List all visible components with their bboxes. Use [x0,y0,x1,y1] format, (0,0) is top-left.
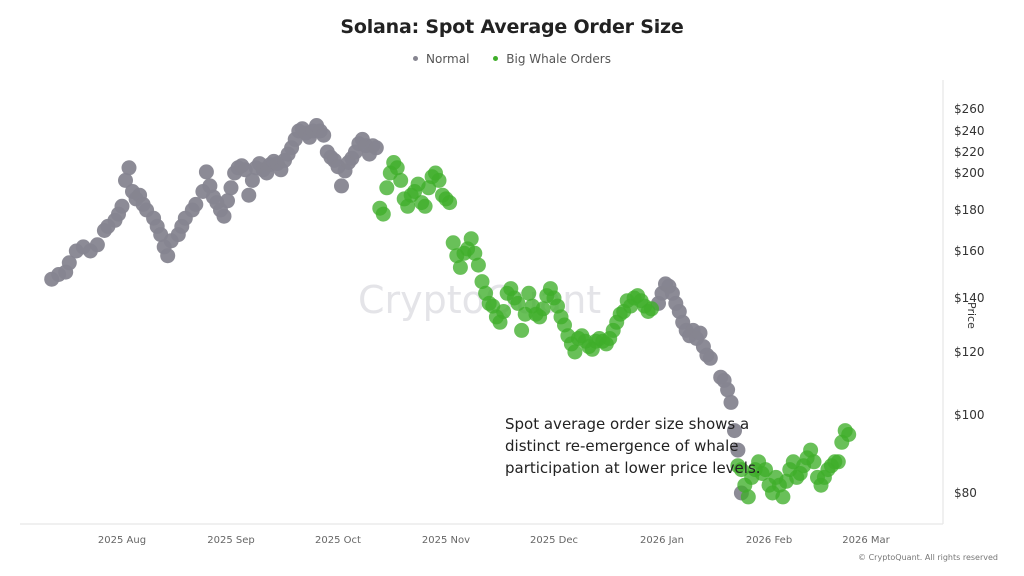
scatter-points [44,118,857,505]
y-tick-label: $240 [954,124,985,138]
point-big-whale[interactable] [474,274,490,290]
point-normal[interactable] [730,442,746,458]
point-big-whale[interactable] [445,235,461,251]
point-big-whale[interactable] [470,257,486,273]
point-big-whale[interactable] [514,322,530,338]
y-tick-label: $200 [954,166,985,180]
y-tick-label: $100 [954,408,985,422]
point-big-whale[interactable] [375,206,391,222]
x-tick-label: 2026 Feb [745,535,793,546]
point-big-whale[interactable] [521,285,537,301]
point-normal[interactable] [188,196,204,212]
point-normal[interactable] [723,394,739,410]
point-big-whale[interactable] [510,295,526,311]
point-normal[interactable] [89,237,105,253]
point-big-whale[interactable] [806,454,822,470]
y-tick-label: $220 [954,145,985,159]
point-big-whale[interactable] [452,259,468,275]
point-big-whale[interactable] [830,454,846,470]
point-big-whale[interactable] [496,304,512,319]
legend-item-normal[interactable]: Normal [413,52,469,66]
legend: Normal Big Whale Orders [0,50,1024,66]
y-tick-label: $160 [954,244,985,258]
point-big-whale[interactable] [379,180,395,196]
point-big-whale[interactable] [644,301,659,317]
point-normal[interactable] [160,248,176,264]
point-big-whale[interactable] [733,462,749,478]
point-big-whale[interactable] [775,489,791,505]
y-tick-label: $140 [954,291,985,305]
legend-label-normal: Normal [426,51,470,66]
point-normal[interactable] [241,187,257,203]
point-normal[interactable] [244,172,260,188]
legend-dot-normal-icon [413,56,419,61]
y-tick-label: $120 [954,345,985,359]
point-normal[interactable] [220,193,235,209]
annotation-text: Spot average order size shows a distinct… [505,415,761,477]
y-tick-label: $80 [954,486,977,500]
point-normal[interactable] [727,423,742,439]
point-big-whale[interactable] [467,245,483,261]
x-tick-label: 2025 Aug [97,535,147,546]
y-axis-label: Price [965,302,978,329]
x-tick-label: 2025 Dec [530,535,578,546]
point-big-whale[interactable] [535,301,551,317]
point-big-whale[interactable] [417,198,433,214]
legend-item-big-whale[interactable]: Big Whale Orders [493,52,611,66]
point-normal[interactable] [198,164,214,180]
x-tick-label: 2025 Nov [421,535,471,546]
copyright: © CryptoQuant. All rights reserved [858,553,998,562]
point-normal[interactable] [702,350,718,366]
point-big-whale[interactable] [393,172,409,188]
point-normal[interactable] [334,178,349,194]
point-normal[interactable] [720,382,736,398]
y-tick-label: $180 [954,203,985,217]
point-big-whale[interactable] [740,489,756,505]
chart-title: Solana: Spot Average Order Size [340,16,684,38]
legend-dot-big-whale-icon [493,56,499,61]
point-normal[interactable] [118,172,133,188]
point-big-whale[interactable] [758,462,773,478]
point-big-whale[interactable] [841,427,857,442]
point-normal[interactable] [114,198,130,214]
point-big-whale[interactable] [803,442,819,458]
x-tick-label: 2026 Jan [639,535,685,546]
x-tick-label: 2026 Mar [842,535,890,546]
point-big-whale[interactable] [389,160,405,176]
point-normal[interactable] [368,140,384,156]
point-normal[interactable] [692,325,708,341]
point-big-whale[interactable] [442,195,458,211]
point-big-whale[interactable] [463,231,479,247]
legend-label-big-whale: Big Whale Orders [506,51,611,66]
point-normal[interactable] [121,160,137,176]
point-big-whale[interactable] [431,172,447,188]
point-big-whale[interactable] [567,344,583,360]
point-normal[interactable] [316,127,332,143]
point-normal[interactable] [216,208,232,224]
point-normal[interactable] [223,180,239,196]
x-tick-label: 2025 Sep [207,535,255,546]
point-normal[interactable] [61,255,77,271]
x-tick-label: 2025 Oct [315,535,361,546]
y-tick-label: $260 [954,102,985,116]
